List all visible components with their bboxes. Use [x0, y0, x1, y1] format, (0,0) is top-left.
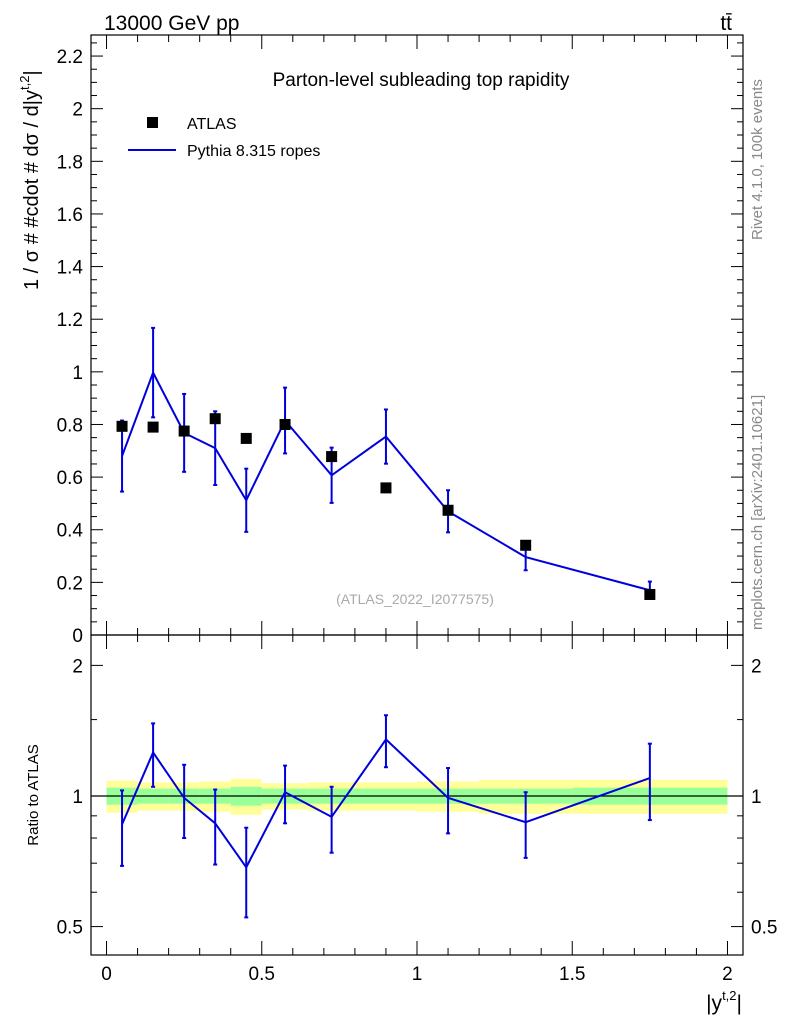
legend-atlas-label: ATLAS	[187, 116, 237, 133]
main-y-label-close: |	[21, 70, 43, 75]
main-y-axis: 0 0.2 0.4 0.6 0.8 1 1.2 1.4 1.6 1.8 2 2.2	[57, 42, 743, 647]
atlas-data-point	[209, 413, 221, 425]
atlas-data-point	[380, 482, 392, 494]
atlas-data-point	[147, 421, 159, 433]
legend-mc-label: Pythia 8.315 ropes	[187, 143, 320, 160]
atlas-data-point	[520, 539, 532, 551]
ratio-y-tick-label: 1	[72, 787, 83, 808]
main-y-label-base: 1 / σ # #cdot # dσ / d|y	[21, 90, 43, 290]
main-mc-series	[120, 326, 652, 600]
ratio-x-tick-label: 1	[412, 964, 423, 985]
chart-title: Parton-level subleading top rapidity	[273, 70, 570, 91]
atlas-data-point	[326, 451, 338, 463]
mcplots-label: mcplots.cern.ch [arXiv:2401.10621]	[749, 395, 766, 630]
ratio-x-tick-label: 0.5	[249, 964, 275, 985]
ratio-x-axis: 0 0.5 1 1.5 2	[101, 635, 733, 985]
ratio-mc-series	[120, 714, 652, 919]
ratio-bands	[91, 778, 743, 815]
atlas-data-point	[279, 418, 291, 430]
x-axis-label-base: |y	[706, 992, 722, 1015]
main-y-tick-label: 1.8	[57, 152, 83, 173]
atlas-data-point	[178, 425, 190, 437]
collision-label: 13000 GeV pp	[104, 12, 239, 35]
ratio-y-label: Ratio to ATLAS	[25, 744, 42, 845]
ratio-x-tick-label: 1.5	[559, 964, 585, 985]
main-data-series	[116, 413, 656, 600]
legend: ATLAS Pythia 8.315 ropes	[128, 116, 320, 160]
x-axis-label: |yt,2|	[706, 988, 742, 1015]
ratio-y-tick-label: 2	[72, 656, 83, 677]
main-y-tick-label: 0	[72, 626, 83, 647]
main-y-tick-label: 0.4	[57, 521, 84, 542]
x-axis-label-sup: t,2	[722, 988, 736, 1003]
atlas-data-point	[644, 588, 656, 600]
atlas-data-point	[240, 432, 252, 444]
watermark: (ATLAS_2022_I2077575)	[336, 591, 494, 607]
main-y-tick-label: 2.2	[57, 47, 83, 68]
main-y-tick-label: 0.2	[57, 573, 83, 594]
main-y-label: 1 / σ # #cdot # dσ / d|yt,2|	[17, 70, 43, 290]
ratio-y-tick-label-right: 1	[751, 787, 762, 808]
main-x-axis	[106, 35, 728, 635]
main-mc-line	[121, 370, 651, 592]
ratio-panel: 0.5 0.5 1 1 2 2 0 0.5 1 1.5 2 Ratio to ATLAS	[25, 634, 778, 985]
process-label: tt̄	[720, 12, 732, 35]
ratio-y-tick-label: 0.5	[57, 918, 83, 939]
ratio-y-tick-label-right: 0.5	[751, 918, 777, 939]
rivet-label: Rivet 4.1.0, 100k events	[749, 79, 766, 240]
atlas-data-point	[442, 504, 454, 516]
main-y-tick-label: 1.2	[57, 310, 83, 331]
main-y-label-sup: t,2	[17, 76, 32, 90]
atlas-data-point	[116, 420, 128, 432]
main-y-tick-label: 0.6	[57, 468, 83, 489]
ratio-y-tick-label-right: 2	[751, 656, 762, 677]
ratio-x-tick-label: 2	[722, 964, 733, 985]
main-y-tick-label: 2	[72, 100, 83, 121]
main-y-tick-label: 0.8	[57, 415, 83, 436]
x-axis-label-close: |	[737, 992, 742, 1015]
main-panel: 0 0.2 0.4 0.6 0.8 1 1.2 1.4 1.6 1.8 2 2.2 Parton-le…	[17, 34, 744, 647]
main-y-tick-label: 1.6	[57, 205, 83, 226]
ratio-x-tick-label: 0	[101, 964, 112, 985]
main-y-tick-label: 1.4	[57, 258, 84, 279]
ratio-y-axis: 0.5 0.5 1 1 2 2	[57, 656, 778, 938]
main-y-tick-label: 1	[72, 363, 83, 384]
legend-atlas-marker	[147, 117, 158, 128]
